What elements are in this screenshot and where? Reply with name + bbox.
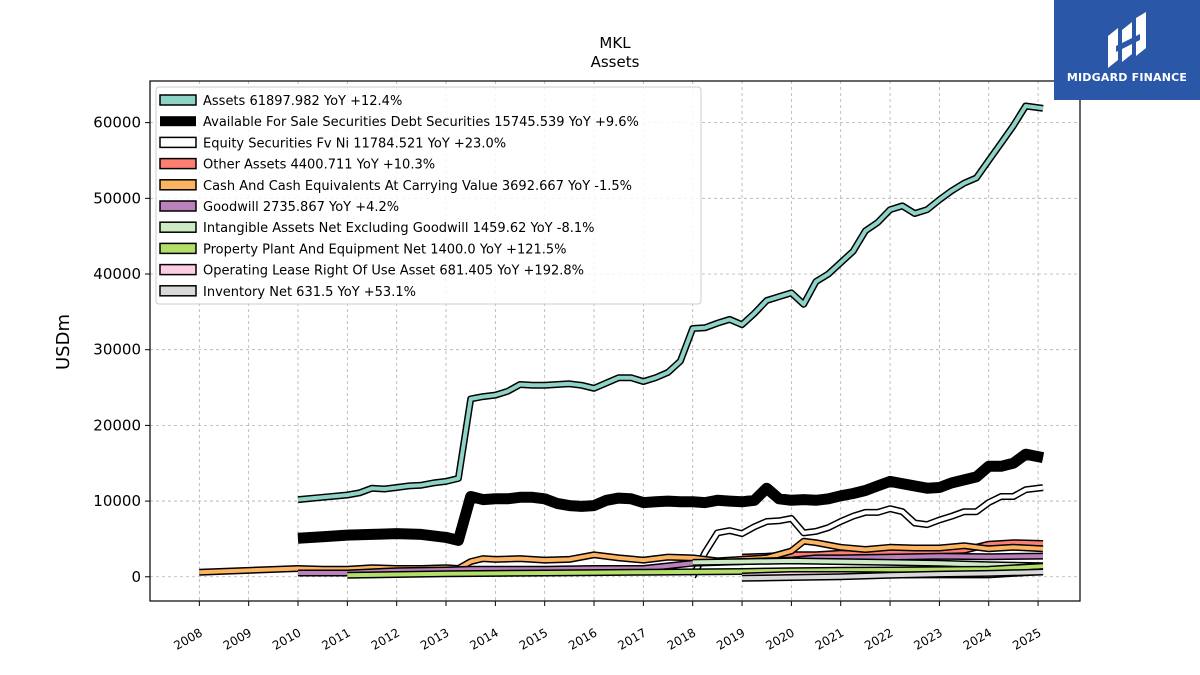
chart-title: MKL: [599, 34, 631, 52]
legend-swatch: [159, 285, 197, 297]
legend-entry-0: Assets 61897.982 YoY +12.4%: [159, 94, 402, 109]
x-tick-label: 2009: [221, 625, 254, 652]
legend-label: Equity Securities Fv Ni 11784.521 YoY +2…: [203, 136, 506, 151]
y-tick-label: 20000: [93, 416, 141, 434]
legend-swatch: [159, 94, 197, 106]
series-layer: [199, 102, 1045, 582]
series-line: [690, 485, 1044, 578]
x-tick-label: 2015: [517, 625, 550, 652]
series-2: [689, 484, 1044, 579]
series-line: [741, 570, 1044, 581]
x-tick-label: 2017: [615, 625, 648, 652]
y-tick-label: 40000: [93, 265, 141, 283]
brand-name: MIDGARD FINANCE: [1066, 71, 1188, 84]
y-tick-label: 30000: [93, 341, 141, 359]
legend-entry-5: Goodwill 2735.867 YoY +4.2%: [159, 200, 399, 215]
legend-label: Intangible Assets Net Excluding Goodwill…: [203, 221, 594, 236]
legend-swatch: [159, 200, 197, 212]
legend-box: [155, 86, 702, 305]
x-tick-label: 2012: [369, 625, 402, 652]
legend-swatch: [159, 242, 197, 255]
x-tick-label: 2020: [763, 625, 796, 652]
series-6: [692, 557, 1044, 570]
series-line: [347, 564, 1044, 578]
legend-entry-9: Inventory Net 631.5 YoY +53.1%: [159, 285, 416, 300]
x-tick-label: 2022: [862, 625, 895, 652]
x-tick-label: 2019: [714, 625, 747, 652]
legend-label: Other Assets 4400.711 YoY +10.3%: [203, 158, 435, 173]
series-7: [347, 562, 1044, 579]
plot-frame: [149, 80, 1081, 602]
legend-label: Operating Lease Right Of Use Asset 681.4…: [203, 264, 584, 279]
x-tick-label: 2023: [911, 625, 944, 652]
y-tick-label: 10000: [93, 492, 141, 510]
legend-swatch: [159, 136, 197, 149]
legend-entry-1: Available For Sale Securities Debt Secur…: [160, 115, 639, 130]
x-tick-label: 2010: [270, 625, 303, 652]
legend-swatch: [159, 263, 197, 276]
x-tick-label: 2016: [566, 625, 599, 652]
legend-swatch: [159, 179, 197, 191]
legend-label: Inventory Net 631.5 YoY +53.1%: [203, 285, 416, 300]
series-line: [741, 540, 1044, 560]
legend-entry-6: Intangible Assets Net Excluding Goodwill…: [159, 221, 594, 236]
x-tick-label: 2018: [665, 625, 698, 652]
series-5: [298, 552, 1044, 577]
legend-label: Assets 61897.982 YoY +12.4%: [203, 94, 402, 109]
series-line: [692, 558, 1044, 568]
legend: Assets 61897.982 YoY +12.4% Available For…: [155, 86, 702, 305]
legend-entry-7: Property Plant And Equipment Net 1400.0 …: [159, 242, 567, 257]
x-tick-label: 2021: [813, 625, 846, 652]
series-1: [297, 448, 1045, 546]
x-tick-label: 2024: [961, 625, 994, 652]
series-line: [297, 104, 1044, 502]
legend-swatch: [159, 157, 197, 170]
legend-entry-2: Equity Securities Fv Ni 11784.521 YoY +2…: [159, 136, 506, 151]
y-tick-label: 0: [131, 568, 141, 586]
x-tick-label: 2011: [319, 625, 352, 652]
chart-subtitle: Assets: [591, 53, 640, 71]
legend-label: Cash And Cash Equivalents At Carrying Va…: [203, 179, 632, 194]
y-axis-ticks: 0 10000 20000 30000 40000 50000 60000: [93, 114, 150, 586]
legend-label: Available For Sale Securities Debt Secur…: [203, 115, 639, 130]
midgard-logo-icon: [1108, 12, 1146, 68]
x-axis-ticks: 2008 2009 2010 2011 2012 2013 2014 2015 2016 2017…: [171, 601, 1044, 653]
legend-entry-4: Cash And Cash Equivalents At Carrying Va…: [159, 179, 632, 194]
legend-entry-8: Operating Lease Right Of Use Asset 681.4…: [159, 263, 584, 279]
x-tick-label: 2025: [1010, 625, 1043, 652]
y-axis-label: USDm: [53, 314, 74, 370]
legend-label: Goodwill 2735.867 YoY +4.2%: [203, 200, 399, 215]
legend-entry-3: Other Assets 4400.711 YoY +10.3%: [159, 157, 435, 173]
series-3: [741, 539, 1044, 561]
x-tick-label: 2014: [467, 625, 500, 652]
x-tick-label: 2008: [171, 625, 204, 652]
x-tick-label: 2013: [418, 625, 451, 652]
brand-logo: MIDGARD FINANCE: [1054, 0, 1200, 100]
series-line: [297, 450, 1044, 545]
y-tick-label: 50000: [93, 189, 141, 207]
legend-label: Property Plant And Equipment Net 1400.0 …: [203, 242, 567, 257]
legend-swatch: [159, 221, 197, 233]
legend-swatch: [160, 116, 196, 127]
series-line: [298, 554, 1044, 575]
series-9: [741, 568, 1044, 582]
y-tick-label: 60000: [93, 114, 141, 132]
series-0: [297, 102, 1044, 504]
